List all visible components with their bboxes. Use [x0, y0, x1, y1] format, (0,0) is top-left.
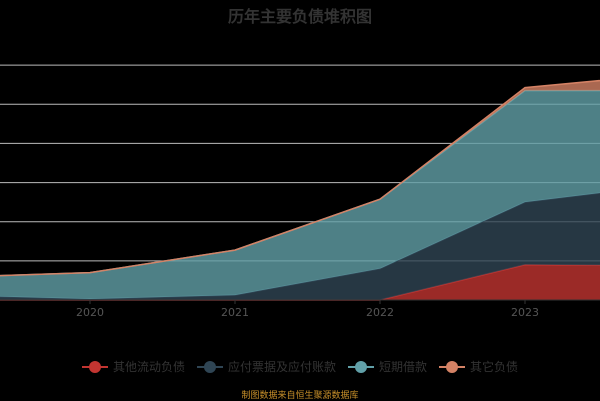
- legend-marker-icon: [81, 360, 108, 374]
- x-tick-label: 2023: [511, 306, 539, 319]
- legend-item-2[interactable]: 短期借款: [348, 358, 427, 375]
- legend-label: 其它负债: [470, 360, 519, 374]
- area-series-1: [0, 193, 600, 300]
- area-series: [0, 79, 600, 301]
- legend-marker-icon: [439, 360, 466, 374]
- legend-label: 其他流动负债: [112, 360, 185, 374]
- area-series-2: [0, 90, 600, 300]
- legend-item-0[interactable]: 其他流动负债: [81, 358, 185, 375]
- legend-label: 应付票据及应付账款: [227, 360, 336, 374]
- legend-item-3[interactable]: 其它负债: [439, 358, 518, 375]
- legend-label: 短期借款: [379, 360, 428, 374]
- footer-source: 制图数据来自恒生聚源数据库: [241, 391, 359, 401]
- x-axis: 2020 2021 2022 2023: [0, 299, 600, 319]
- legend-marker-icon: [196, 360, 223, 374]
- legend: 其他流动负债 应付票据及应付账款 短期借款 其它负债: [0, 358, 600, 375]
- legend-item-1[interactable]: 应付票据及应付账款: [196, 358, 336, 375]
- area-series-0: [0, 264, 600, 300]
- x-tick-label: 2022: [366, 306, 394, 319]
- x-tick-label: 2020: [76, 306, 104, 319]
- x-tick-label: 2021: [221, 306, 249, 319]
- chart-title: 历年主要负债堆积图: [227, 7, 372, 26]
- legend-marker-icon: [348, 360, 374, 374]
- series-line-3: [0, 79, 600, 277]
